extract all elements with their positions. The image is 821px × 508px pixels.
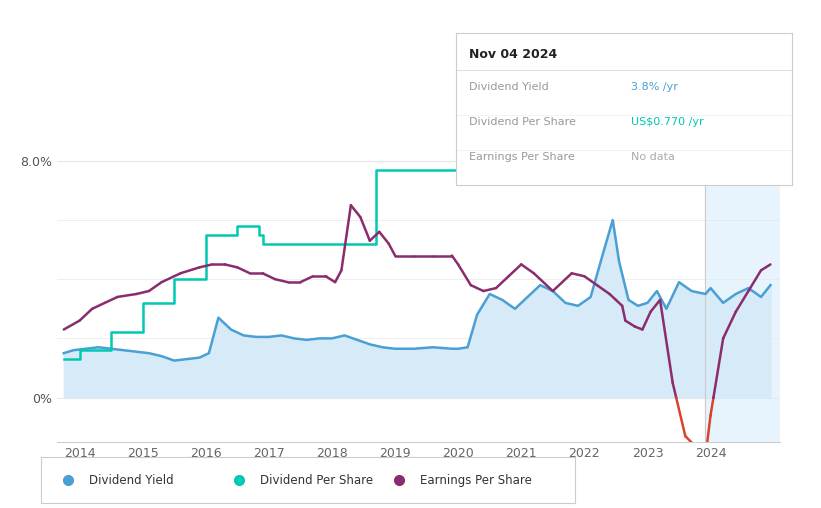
Text: Nov 04 2024: Nov 04 2024: [469, 48, 557, 61]
Text: Dividend Per Share: Dividend Per Share: [469, 117, 576, 127]
Text: 3.8% /yr: 3.8% /yr: [631, 82, 677, 92]
Text: Dividend Yield: Dividend Yield: [89, 473, 174, 487]
Text: Earnings Per Share: Earnings Per Share: [469, 152, 575, 162]
Text: Past: Past: [708, 165, 732, 175]
Text: Dividend Yield: Dividend Yield: [469, 82, 549, 92]
Text: No data: No data: [631, 152, 675, 162]
Text: US$0.770 /yr: US$0.770 /yr: [631, 117, 704, 127]
Text: Earnings Per Share: Earnings Per Share: [420, 473, 532, 487]
Text: Dividend Per Share: Dividend Per Share: [260, 473, 373, 487]
Bar: [705, 137, 780, 442]
